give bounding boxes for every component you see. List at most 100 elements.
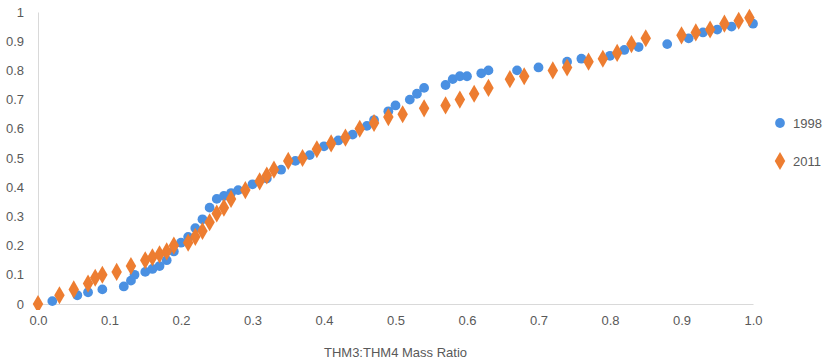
- x-tick: 1.0: [744, 304, 762, 328]
- point: [419, 99, 429, 117]
- point: [534, 63, 544, 73]
- legend: 1998 2011: [775, 116, 822, 171]
- point: [505, 70, 515, 88]
- y-tick-label: 0: [17, 297, 24, 312]
- x-tick: 0.2: [172, 304, 190, 328]
- point: [340, 128, 350, 146]
- x-tick-label: 0.8: [601, 313, 619, 328]
- y-tick: 0.8: [6, 63, 38, 78]
- point: [312, 140, 322, 158]
- x-tick-label: 0.0: [29, 313, 47, 328]
- x-tick: 0.1: [101, 304, 119, 328]
- legend-label: 1998: [793, 116, 822, 131]
- x-tick-label: 0.2: [172, 313, 190, 328]
- y-axis: 0 0.1 0.2 0.3 0.4 0.5 0.6 0.7 0.8 0.9 1: [6, 5, 39, 312]
- y-tick: 0.1: [6, 267, 38, 282]
- point: [744, 9, 754, 27]
- point: [676, 26, 686, 44]
- point: [419, 83, 429, 93]
- y-tick-label: 0.8: [6, 63, 24, 78]
- point: [733, 12, 743, 30]
- x-tick-label: 1.0: [744, 313, 762, 328]
- point: [469, 85, 479, 103]
- point: [383, 108, 393, 126]
- point: [662, 39, 672, 49]
- point: [33, 295, 43, 310]
- y-axis-line: [38, 13, 39, 305]
- point: [240, 181, 250, 199]
- point: [691, 23, 701, 41]
- point: [440, 96, 450, 114]
- y-tick: 0.3: [6, 209, 38, 224]
- x-tick: 0.6: [458, 304, 476, 328]
- y-tick: 0.5: [6, 151, 38, 166]
- x-tick-label: 0.1: [101, 313, 119, 328]
- point: [548, 61, 558, 79]
- point: [126, 257, 136, 275]
- chart: 0.0 0.1 0.2 0.3 0.4 0.5 0.6 0.7 0.8 0.9 1.0 0 0.1 0.2…: [0, 0, 840, 363]
- legend-label: 2011: [793, 154, 821, 169]
- y-tick-label: 0.6: [6, 121, 24, 136]
- series-1: [33, 9, 755, 310]
- y-tick: 0.4: [6, 180, 38, 195]
- point: [483, 79, 493, 97]
- point: [626, 35, 636, 53]
- point: [391, 101, 401, 111]
- x-tick-label: 0.9: [673, 313, 691, 328]
- point: [355, 120, 365, 138]
- point: [169, 237, 179, 255]
- point: [54, 286, 64, 304]
- x-tick-label: 0.3: [244, 313, 262, 328]
- y-tick: 0.7: [6, 92, 38, 107]
- point: [519, 67, 529, 85]
- points: [33, 9, 758, 310]
- y-tick: 1: [17, 5, 38, 20]
- point: [612, 44, 622, 62]
- y-tick-label: 1: [17, 5, 24, 20]
- x-tick-label: 0.7: [530, 313, 548, 328]
- point: [297, 149, 307, 167]
- x-axis: 0.0 0.1 0.2 0.3 0.4 0.5 0.6 0.7 0.8 0.9 1.0: [29, 304, 762, 328]
- point: [69, 280, 79, 298]
- x-tick: 0.7: [530, 304, 548, 328]
- y-tick-label: 0.7: [6, 92, 24, 107]
- x-tick: 0.5: [387, 304, 405, 328]
- x-axis-line: [39, 304, 754, 305]
- point: [641, 29, 651, 47]
- x-tick: 0.8: [601, 304, 619, 328]
- point: [462, 71, 472, 81]
- point: [397, 105, 407, 123]
- x-tick-label: 0.4: [315, 313, 333, 328]
- point: [562, 58, 572, 76]
- y-tick: 0.6: [6, 121, 38, 136]
- point: [719, 15, 729, 33]
- y-tick-label: 0.1: [6, 267, 24, 282]
- x-axis-title: THM3:THM4 Mass Ratio: [324, 345, 467, 360]
- point: [326, 134, 336, 152]
- y-tick: 0.9: [6, 34, 38, 49]
- y-tick-label: 0.2: [6, 238, 24, 253]
- y-tick: 0.2: [6, 238, 38, 253]
- plot-area: 0.0 0.1 0.2 0.3 0.4 0.5 0.6 0.7 0.8 0.9 1.0 0 0.1 0.2…: [6, 5, 763, 329]
- point: [226, 190, 236, 208]
- point: [111, 263, 121, 281]
- x-tick: 0.9: [673, 304, 691, 328]
- x-tick: 0.3: [244, 304, 262, 328]
- legend-marker: [775, 152, 785, 170]
- x-tick-label: 0.5: [387, 313, 405, 328]
- point: [369, 114, 379, 132]
- point: [97, 285, 107, 295]
- series-0: [47, 19, 757, 306]
- y-tick-label: 0.5: [6, 151, 24, 166]
- point: [97, 266, 107, 284]
- y-tick-label: 0.3: [6, 209, 24, 224]
- point: [283, 152, 293, 170]
- point: [583, 53, 593, 71]
- legend-marker: [775, 118, 785, 128]
- x-tick-label: 0.6: [458, 313, 476, 328]
- point: [269, 161, 279, 179]
- point: [598, 50, 608, 68]
- point: [484, 66, 494, 76]
- x-tick: 0.4: [315, 304, 333, 328]
- y-tick-label: 0.9: [6, 34, 24, 49]
